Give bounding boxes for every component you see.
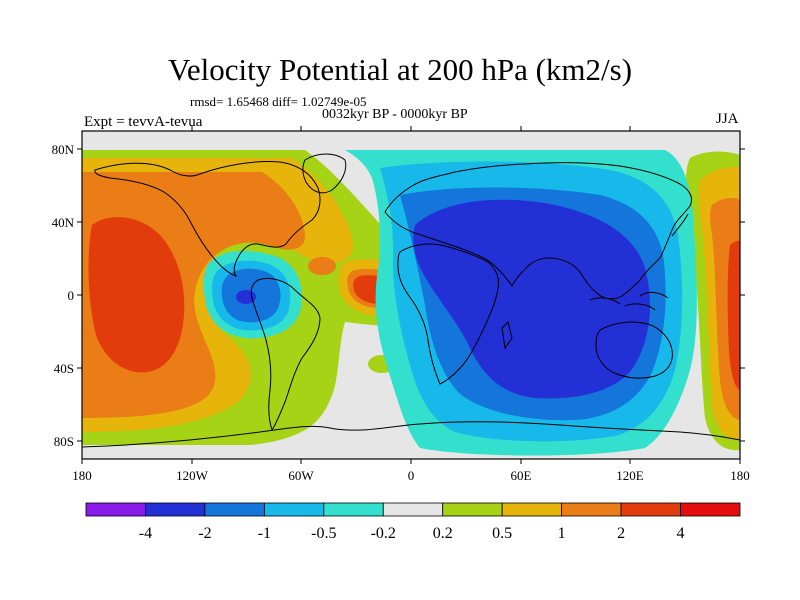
coast-south-america — [250, 277, 321, 432]
lat-label: 0 — [68, 288, 75, 303]
coast-antarctica — [82, 421, 740, 448]
colorbar-box — [85, 502, 146, 517]
coast-japan — [671, 213, 689, 237]
coast-eurasia — [384, 162, 693, 300]
coast-africa — [397, 243, 499, 385]
lon-label: 120W — [176, 468, 209, 483]
lat-tick-marks — [77, 148, 745, 442]
chart-title: Velocity Potential at 200 hPa (km2/s) — [167, 52, 633, 87]
colorbar-label: -1 — [258, 525, 271, 542]
lat-label: 40N — [52, 215, 75, 230]
coast-indonesia — [589, 291, 669, 311]
lat-label: 80S — [54, 434, 74, 449]
colorbar-label: 4 — [677, 525, 685, 542]
coastlines — [82, 153, 740, 448]
colorbar-label: 0.5 — [492, 525, 512, 542]
coast-greenland — [302, 153, 347, 194]
colorbar-labels: -4 -2 -1 -0.5 -0.2 0.2 0.5 1 2 4 — [139, 525, 685, 542]
field-positive-4c — [727, 240, 740, 390]
colorbar-box — [501, 502, 563, 517]
lon-label: 60W — [288, 468, 314, 483]
field-negative-4 — [413, 199, 650, 399]
colorbar-label: 2 — [617, 525, 625, 542]
field-positive-4 — [88, 217, 185, 373]
colorbar-box — [620, 502, 681, 517]
colorbar-label: -0.2 — [371, 525, 396, 542]
colorbar-label: 1 — [558, 525, 566, 542]
colorbar-label: -0.5 — [311, 525, 336, 542]
lon-label: 120E — [616, 468, 644, 483]
period-label: 0032kyr BP - 0000kyr BP — [322, 107, 468, 122]
coast-madagascar — [501, 321, 513, 350]
coast-north-america — [94, 161, 321, 277]
colorbar-box — [561, 502, 622, 517]
lon-label: 60E — [511, 468, 532, 483]
lon-label: 0 — [408, 468, 415, 483]
contour-field — [82, 131, 740, 459]
season-label: JJA — [716, 111, 739, 127]
colorbar-box — [145, 502, 206, 517]
colorbar-label: -4 — [139, 525, 152, 542]
stats-line: rmsd= 1.65468 diff= 1.02749e-05 — [190, 94, 367, 109]
colorbar-box — [263, 502, 325, 517]
experiment-label: Expt = tevvA-tevua — [84, 114, 203, 130]
lat-label: 80N — [52, 142, 75, 157]
colorbar-box — [204, 502, 265, 517]
coast-australia — [595, 321, 673, 379]
colorbar — [85, 502, 741, 517]
colorbar-box — [442, 502, 503, 517]
colorbar-box — [382, 502, 444, 517]
field-positive-3b — [308, 257, 336, 275]
colorbar-label: -2 — [198, 525, 211, 542]
lon-label: 180 — [72, 468, 92, 483]
colorbar-box — [323, 502, 384, 517]
lon-label: 180 — [730, 468, 750, 483]
colorbar-label: 0.2 — [433, 525, 453, 542]
lon-tick-marks — [81, 126, 741, 464]
lat-label: 40S — [54, 361, 74, 376]
colorbar-box — [680, 502, 741, 517]
